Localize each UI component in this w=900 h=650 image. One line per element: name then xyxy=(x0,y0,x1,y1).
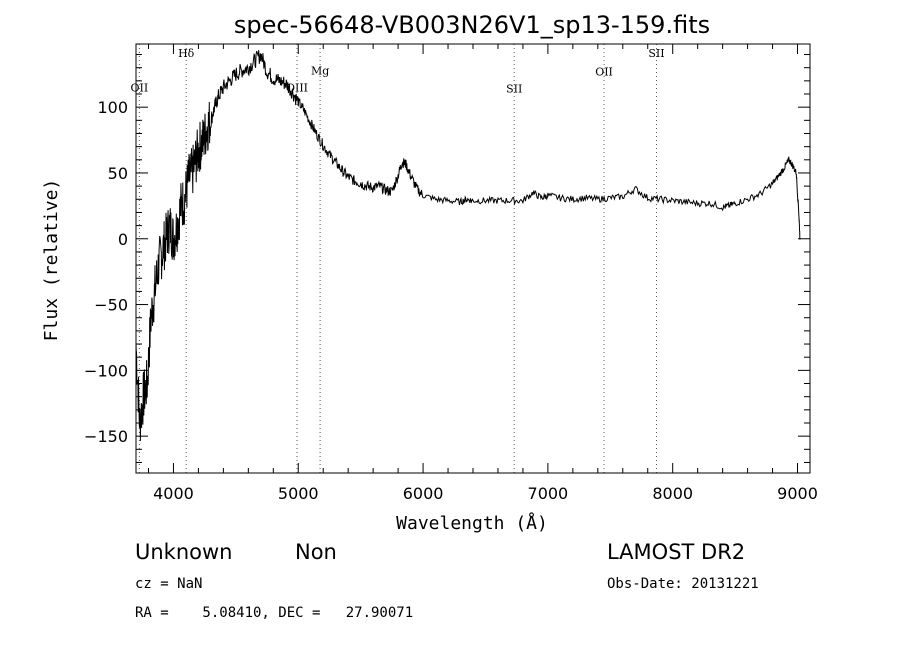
spectral-line-label: SII xyxy=(506,83,522,96)
plot-frame xyxy=(135,43,811,474)
y-tick-label: −150 xyxy=(84,427,128,446)
x-tick-label: 6000 xyxy=(403,484,444,503)
axes: 4000 5000 6000 7000 8000 9000 −150 −100 −50 0 50 10… xyxy=(84,43,818,503)
y-tick-label: 0 xyxy=(118,230,128,249)
x-tick-label: 4000 xyxy=(153,484,194,503)
y-tick-label: 50 xyxy=(108,164,128,183)
survey-label: LAMOST DR2 xyxy=(607,540,746,564)
obs-date-text: Obs-Date: 20131221 xyxy=(607,576,759,592)
spectrum-series-line xyxy=(135,50,801,441)
redshift-text: cz = NaN xyxy=(135,576,203,592)
y-tick-label: −50 xyxy=(94,296,128,315)
spectral-line-label: OIII xyxy=(286,81,308,94)
chart-title: spec-56648-VB003N26V1_sp13-159.fits xyxy=(234,11,710,39)
spectral-line-label: Hδ xyxy=(178,47,195,60)
y-axis-label: Flux (relative) xyxy=(41,179,62,342)
spectral-line-label: Mg xyxy=(311,64,329,77)
spectral-line-label: OII xyxy=(131,81,149,94)
x-tick-label: 9000 xyxy=(777,484,818,503)
y-tick-label: 100 xyxy=(97,98,128,117)
plot-area xyxy=(135,50,801,441)
y-tick-label: −100 xyxy=(84,361,128,380)
x-tick-label: 7000 xyxy=(528,484,569,503)
coordinates-text: RA = 5.08410, DEC = 27.90071 xyxy=(135,605,414,621)
x-axis-label: Wavelength (Å) xyxy=(396,512,548,534)
spectral-line-label: OII xyxy=(595,66,613,79)
class-label: Unknown xyxy=(135,540,233,564)
x-tick-label: 8000 xyxy=(652,484,693,503)
subclass-label: Non xyxy=(295,540,337,564)
x-tick-label: 5000 xyxy=(278,484,319,503)
spectral-line-label: SII xyxy=(648,47,664,60)
